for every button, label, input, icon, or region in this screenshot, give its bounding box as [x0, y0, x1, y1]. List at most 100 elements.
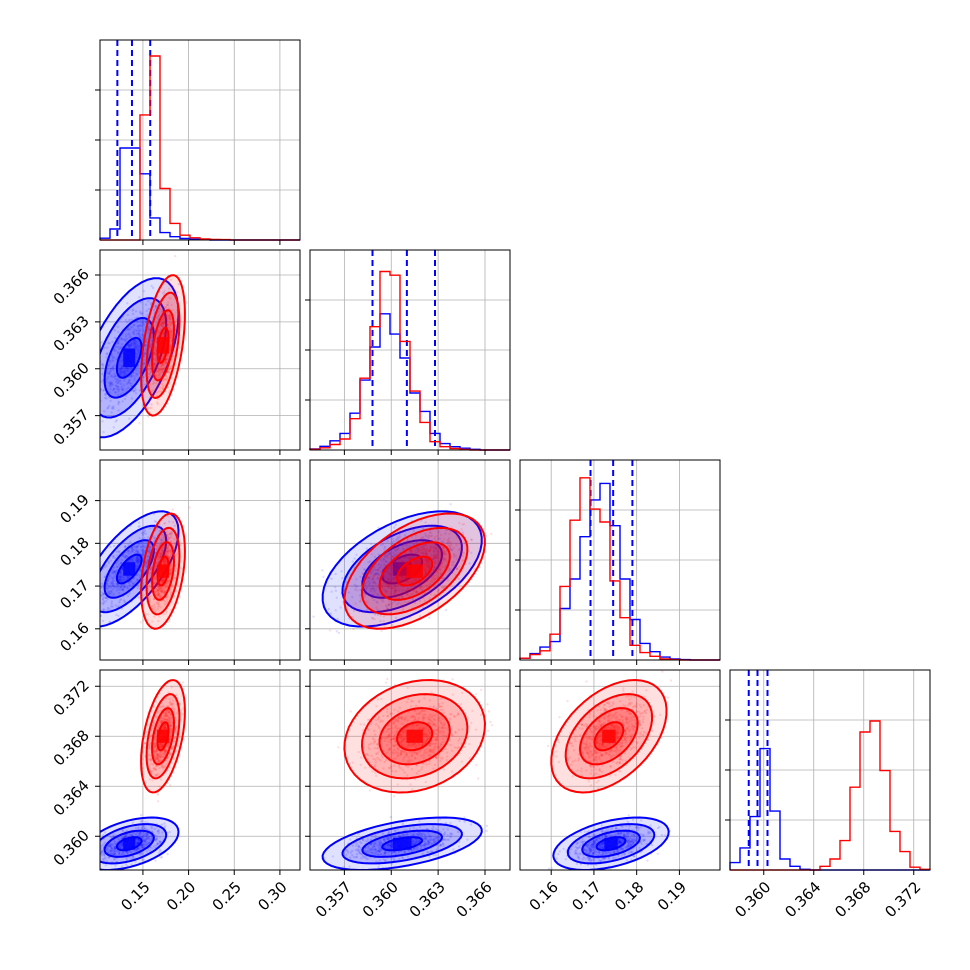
scatter-point [173, 542, 176, 545]
scatter-point [399, 535, 402, 538]
scatter-point [411, 560, 414, 564]
scatter-point [448, 567, 452, 571]
scatter-point [389, 586, 392, 589]
scatter-point [144, 820, 147, 823]
scatter-point [170, 553, 173, 556]
scatter-point [408, 578, 411, 581]
scatter-point [119, 846, 122, 849]
scatter-point [368, 572, 371, 576]
scatter-point [159, 588, 162, 592]
scatter-point [161, 364, 165, 367]
scatter-point [156, 844, 159, 847]
scatter-point [158, 373, 161, 376]
scatter-point [433, 562, 437, 565]
scatter-point [408, 544, 411, 548]
scatter-point [383, 565, 386, 569]
scatter-point [389, 593, 392, 596]
scatter-point [146, 833, 149, 836]
scatter-point [435, 562, 439, 565]
scatter-point [433, 537, 436, 541]
scatter-point [154, 322, 158, 325]
scatter-point [136, 555, 139, 559]
scatter-point [157, 593, 161, 597]
scatter-point [160, 538, 163, 541]
scatter-point [379, 614, 382, 617]
scatter-point [169, 550, 172, 553]
scatter-point [158, 587, 161, 590]
scatter-point [380, 587, 383, 590]
scatter-point [383, 609, 386, 612]
scatter-point [96, 404, 98, 406]
scatter-point [406, 601, 409, 604]
scatter-point [162, 361, 166, 364]
scatter-point [158, 330, 161, 334]
scatter-point [420, 557, 423, 561]
scatter-point [367, 579, 370, 583]
scatter-point [138, 334, 141, 338]
scatter-point [380, 570, 383, 573]
panel-2-1 [305, 459, 511, 665]
scatter-point [110, 600, 114, 603]
scatter-point [424, 553, 427, 556]
scatter-point [164, 550, 168, 553]
scatter-point [188, 506, 191, 509]
scatter-point [116, 583, 120, 586]
scatter-point [418, 559, 422, 562]
scatter-point [122, 577, 125, 580]
scatter-point [173, 254, 177, 258]
scatter-point [149, 371, 152, 374]
scatter-point [109, 849, 112, 852]
scatter-point [144, 344, 148, 347]
scatter-point [387, 568, 390, 571]
scatter-point [379, 571, 382, 574]
scatter-point [165, 362, 168, 365]
scatter-point [377, 526, 380, 529]
scatter-point [461, 523, 464, 526]
scatter-point [157, 592, 161, 595]
scatter-point [398, 579, 401, 582]
scatter-point [161, 368, 164, 371]
scatter-point [161, 554, 164, 557]
scatter-point [136, 369, 139, 372]
scatter-point [375, 600, 378, 603]
scatter-point [103, 565, 107, 569]
scatter-point [148, 590, 152, 594]
scatter-point [126, 555, 129, 558]
scatter-point [159, 555, 163, 558]
scatter-point [166, 353, 170, 356]
scatter-point [441, 561, 444, 564]
scatter-point [110, 846, 113, 850]
scatter-point [160, 579, 164, 582]
scatter-point [414, 579, 418, 582]
scatter-point [119, 571, 122, 574]
scatter-point [383, 545, 387, 549]
scatter-point [456, 567, 459, 571]
scatter-point [162, 553, 165, 556]
scatter-point [111, 847, 115, 851]
scatter-point [393, 526, 396, 529]
scatter-point [123, 600, 127, 603]
scatter-point [105, 371, 109, 375]
scatter-point [405, 556, 408, 559]
scatter-point [155, 601, 159, 604]
scatter-point [139, 546, 143, 549]
scatter-point [414, 562, 417, 565]
scatter-point [367, 576, 370, 579]
scatter-point [168, 327, 171, 330]
scatter-point [142, 358, 146, 361]
scatter-point [134, 860, 137, 864]
scatter-point [156, 583, 159, 587]
scatter-point [400, 578, 404, 581]
scatter-point [459, 538, 462, 542]
scatter-point [402, 548, 406, 551]
scatter-point [425, 558, 428, 562]
scatter-point [379, 543, 383, 547]
scatter-point [404, 544, 407, 547]
scatter-point [122, 599, 126, 602]
scatter-point [110, 581, 114, 584]
scatter-point [111, 842, 115, 846]
scatter-point [384, 589, 387, 593]
scatter-point [132, 330, 135, 333]
scatter-point [150, 834, 153, 838]
scatter-point [439, 552, 442, 555]
